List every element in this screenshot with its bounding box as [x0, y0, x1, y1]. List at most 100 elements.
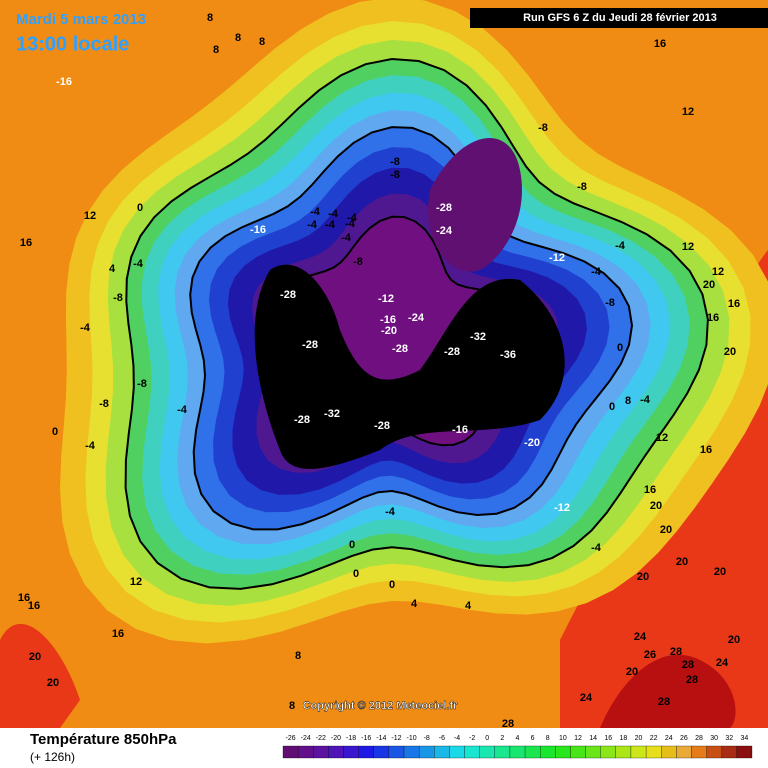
scale-swatch — [706, 745, 722, 759]
contour-label: -4 — [640, 394, 651, 406]
scale-swatch — [540, 745, 556, 759]
contour-label: -28 — [294, 414, 310, 426]
footer-lead: (+ 126h) — [30, 750, 75, 764]
contour-label: 24 — [716, 657, 729, 669]
scale-swatch — [282, 745, 299, 759]
contour-label: 4 — [411, 598, 418, 610]
contour-label: -32 — [470, 331, 486, 343]
scale-label: 28 — [695, 735, 703, 742]
run-box — [470, 8, 768, 28]
scale-swatch — [555, 745, 571, 759]
contour-label: -32 — [324, 408, 340, 420]
contour-label: 8 — [259, 36, 265, 48]
scale-label: 32 — [725, 735, 733, 742]
contour-label: -28 — [374, 420, 390, 432]
scale-swatch — [721, 745, 738, 759]
contour-label: -4 — [341, 232, 352, 244]
scale-swatch — [691, 745, 707, 759]
contour-label: 0 — [52, 426, 58, 438]
contour-label: 28 — [670, 646, 682, 658]
contour-label: 4 — [109, 263, 116, 275]
contour-label: -8 — [577, 181, 587, 193]
contour-label: -4 — [347, 212, 358, 224]
scale-swatch — [403, 745, 420, 759]
scale-label: 2 — [500, 735, 504, 742]
contour-label: 16 — [20, 237, 32, 249]
contour-label: 8 — [235, 32, 241, 44]
contour-label: 20 — [660, 524, 672, 536]
contour-label: 8 — [213, 44, 219, 56]
scale-label: 34 — [741, 735, 749, 742]
contour-label: -4 — [307, 219, 318, 231]
scale-swatch — [479, 745, 495, 759]
hot-region — [600, 654, 736, 728]
scale-label: -8 — [424, 735, 430, 742]
contour-label: -24 — [408, 312, 425, 324]
scale-label: -4 — [454, 735, 460, 742]
contour-label: 0 — [137, 202, 143, 214]
contour-label: -4 — [591, 542, 602, 554]
scale-label: -6 — [439, 735, 445, 742]
contour-label: -4 — [385, 506, 396, 518]
scale-label: -24 — [301, 735, 311, 742]
contour-label: 16 — [654, 38, 666, 50]
contour-label: 16 — [644, 484, 656, 496]
contour-label: -16 — [380, 314, 396, 326]
contour-label: -12 — [378, 293, 394, 305]
contour-label: -16 — [250, 224, 266, 236]
contour-label: 12 — [656, 432, 668, 444]
scale-label: -10 — [407, 735, 417, 742]
scale-swatch — [615, 745, 632, 759]
contour-label: -8 — [353, 256, 363, 268]
scale-swatch — [570, 745, 586, 759]
valid-time: 13:00 locale — [16, 33, 129, 55]
contour-label: 8 — [625, 395, 631, 407]
scale-label: 6 — [531, 735, 535, 742]
contour-label: 20 — [637, 571, 649, 583]
contour-label: -28 — [302, 339, 318, 351]
contour-label: 0 — [353, 568, 359, 580]
contour-label: 20 — [703, 279, 715, 291]
scale-label: 4 — [516, 735, 520, 742]
contour-label: 16 — [700, 444, 712, 456]
contour-label: 0 — [349, 539, 355, 551]
scale-label: -14 — [376, 735, 386, 742]
contour-label: -24 — [436, 225, 453, 237]
scale-label: -20 — [331, 735, 341, 742]
scale-label: -16 — [361, 735, 371, 742]
scale-swatch — [343, 745, 359, 759]
scale-swatch — [449, 745, 465, 759]
scale-label: -22 — [316, 735, 326, 742]
contour-label: 20 — [676, 556, 688, 568]
scale-label: 0 — [485, 735, 489, 742]
scale-label: 30 — [710, 735, 718, 742]
contour-label: -28 — [436, 202, 452, 214]
scale-swatch — [313, 745, 329, 759]
contour-label: -4 — [85, 440, 96, 452]
scale-label: 10 — [559, 735, 567, 742]
contour-label: -16 — [452, 424, 468, 436]
contour-label: -12 — [549, 252, 565, 264]
scale-label: 14 — [589, 735, 597, 742]
contour-label: -4 — [80, 322, 91, 334]
contour-label: -8 — [390, 156, 400, 168]
scale-label: 24 — [665, 735, 673, 742]
run-info: Run GFS 6 Z du Jeudi 28 février 2013 — [523, 12, 717, 24]
scale-swatch — [434, 745, 450, 759]
contour-label: -16 — [56, 76, 72, 88]
contour-label: 12 — [682, 241, 694, 253]
scale-swatch — [509, 745, 526, 759]
contour-label: 26 — [644, 649, 656, 661]
contour-label: -4 — [328, 208, 339, 220]
contour-label: -28 — [444, 346, 460, 358]
contour-label: 28 — [502, 718, 514, 730]
scale-swatch — [464, 745, 480, 759]
scale-swatch — [600, 745, 616, 759]
scale-label: 18 — [620, 735, 628, 742]
contour-label: 0 — [609, 401, 615, 413]
scale-label: 16 — [604, 735, 612, 742]
scale-swatch — [585, 745, 601, 759]
